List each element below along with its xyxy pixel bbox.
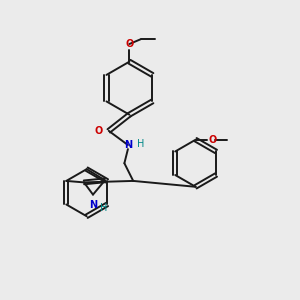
- Text: N: N: [124, 140, 132, 150]
- Text: O: O: [125, 39, 134, 49]
- Text: H: H: [100, 203, 108, 213]
- Text: O: O: [208, 135, 216, 145]
- Text: N: N: [89, 200, 98, 210]
- Text: H: H: [137, 139, 144, 148]
- Text: O: O: [94, 126, 102, 136]
